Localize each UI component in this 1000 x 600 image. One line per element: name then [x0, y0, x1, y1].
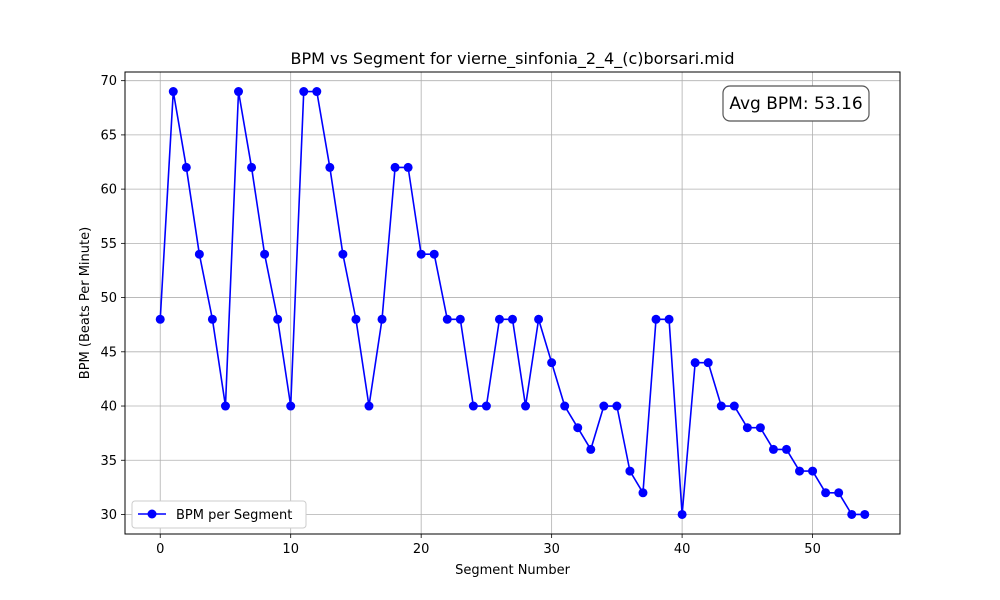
- x-tick-label: 20: [413, 542, 430, 557]
- x-tick-label: 0: [156, 542, 164, 557]
- chart-title: BPM vs Segment for vierne_sinfonia_2_4_(…: [291, 49, 735, 69]
- y-tick-label: 35: [100, 454, 117, 469]
- data-point: [377, 314, 387, 324]
- data-point: [508, 314, 517, 324]
- y-tick-label: 45: [100, 345, 117, 360]
- data-point: [168, 87, 178, 97]
- data-point: [468, 401, 478, 411]
- data-point: [260, 249, 270, 259]
- data-point: [181, 162, 191, 172]
- x-tick-label: 30: [543, 542, 560, 557]
- data-point: [220, 401, 230, 411]
- y-tick-label: 60: [100, 183, 117, 198]
- data-point: [560, 401, 570, 411]
- avg-bpm-annotation: Avg BPM: 53.16: [722, 85, 870, 122]
- data-point: [599, 401, 609, 411]
- y-tick-label: 55: [100, 237, 117, 252]
- x-tick-label: 50: [804, 542, 821, 557]
- data-point: [351, 314, 361, 324]
- legend-box: [131, 500, 307, 529]
- data-point: [729, 401, 739, 411]
- grid-lines: [125, 72, 900, 534]
- plot-area-frame: [124, 71, 901, 535]
- data-point: [390, 162, 400, 172]
- data-point: [612, 401, 622, 411]
- data-point: [821, 488, 831, 498]
- data-point: [638, 488, 648, 498]
- data-point: [429, 249, 439, 259]
- legend: BPM per Segment: [131, 500, 307, 529]
- data-point: [742, 423, 752, 433]
- x-tick-label: 10: [282, 542, 299, 557]
- data-point: [247, 162, 257, 172]
- data-point: [703, 358, 713, 368]
- axis-ticks: 0 10 20 30 40 50 30 35 40 45 50 55 60 65 70: [100, 74, 820, 557]
- data-point: [573, 423, 583, 433]
- data-point: [534, 314, 544, 324]
- y-tick-label: 70: [100, 74, 117, 89]
- data-point: [416, 249, 426, 259]
- series-bpm-per-segment: [155, 87, 870, 519]
- data-point: [808, 466, 818, 476]
- data-point: [155, 314, 165, 324]
- data-point: [795, 466, 805, 476]
- data-point: [234, 87, 244, 97]
- data-point: [690, 358, 700, 368]
- data-point: [847, 509, 857, 519]
- y-axis-label: BPM (Beats Per Minute): [78, 227, 93, 379]
- avg-bpm-text: Avg BPM: 53.16: [729, 94, 862, 114]
- data-point: [781, 444, 791, 454]
- data-point: [207, 314, 217, 324]
- data-point: [834, 488, 844, 498]
- data-point: [586, 444, 596, 454]
- data-point: [755, 423, 765, 433]
- y-tick-label: 30: [100, 508, 117, 523]
- data-point: [325, 162, 335, 172]
- data-point: [286, 401, 296, 411]
- x-tick-label: 40: [674, 542, 691, 557]
- data-point: [547, 358, 557, 368]
- data-point: [625, 466, 635, 476]
- y-tick-label: 50: [100, 291, 117, 306]
- data-point: [716, 401, 726, 411]
- data-point: [312, 87, 322, 97]
- data-point: [364, 401, 374, 411]
- x-axis-label: Segment Number: [455, 563, 571, 578]
- data-point: [338, 249, 348, 259]
- data-point: [455, 314, 465, 324]
- legend-label: BPM per Segment: [176, 508, 292, 523]
- annotation-box: [722, 85, 870, 122]
- data-point: [299, 87, 309, 97]
- data-point: [403, 162, 413, 172]
- data-point: [494, 314, 504, 324]
- data-point: [442, 314, 452, 324]
- y-tick-label: 65: [100, 128, 117, 143]
- data-point: [677, 509, 687, 519]
- data-point: [521, 401, 531, 411]
- data-point: [194, 249, 204, 259]
- y-tick-label: 40: [100, 400, 117, 415]
- data-point: [273, 314, 283, 324]
- data-point: [860, 509, 870, 519]
- data-point: [768, 444, 778, 454]
- data-point: [481, 401, 491, 411]
- data-point: [664, 314, 674, 324]
- data-point: [651, 314, 661, 324]
- legend-marker-swatch: [147, 509, 157, 519]
